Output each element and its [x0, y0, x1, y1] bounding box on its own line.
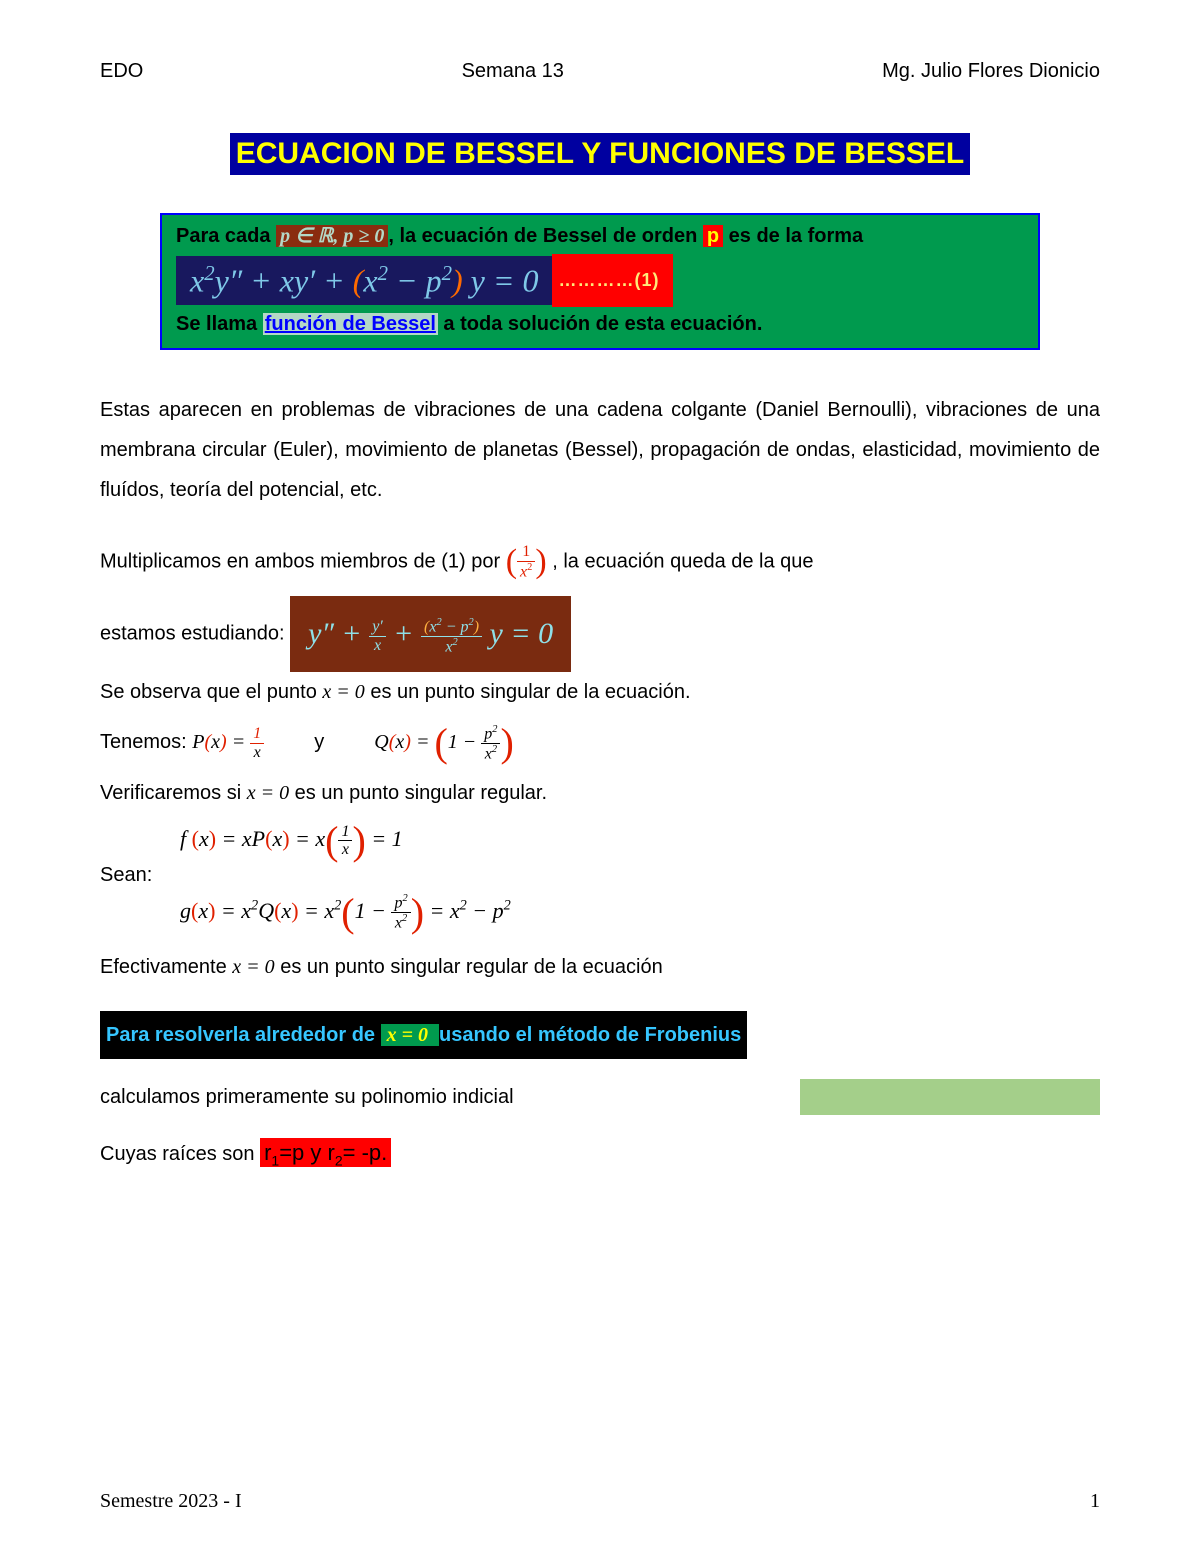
footer-page-number: 1 [1090, 1490, 1100, 1513]
text: Efectivamente [100, 956, 232, 978]
Q-of-x: Q(x) = (1 − p2x2) [374, 731, 514, 753]
indicial-placeholder [800, 1079, 1100, 1115]
text: , la ecuación de Bessel de orden [388, 225, 703, 247]
conclusion-line: Efectivamente x = 0 es un punto singular… [100, 947, 1100, 987]
body-content: Estas aparecen en problemas de vibracion… [100, 390, 1100, 1175]
and-label: y [314, 731, 324, 753]
verify-line: Verificaremos si x = 0 es un punto singu… [100, 773, 1100, 813]
roots-line: Cuyas raíces son r1=p y r2= -p. [100, 1131, 1100, 1175]
footer-left: Semestre 2023 - I [100, 1490, 242, 1513]
text: Tenemos: [100, 731, 192, 753]
indicial-text: calculamos primeramente su polinomio ind… [100, 1077, 514, 1117]
x-equals-0: x = 0 [247, 782, 289, 804]
frac-1-over-x2: (1x2) [506, 528, 547, 596]
indicial-polynomial-row: calculamos primeramente su polinomio ind… [100, 1077, 1100, 1117]
header-left: EDO [100, 60, 143, 83]
x-equals-0: x = 0 [322, 681, 364, 703]
P-of-x: P(x) = 1x [192, 731, 264, 753]
def-line1: Para cada p ∈ ℝ, p ≥ 0, la ecuación de B… [176, 223, 1024, 248]
page-title: ECUACION DE BESSEL Y FUNCIONES DE BESSEL [230, 133, 970, 175]
text: Multiplicamos en ambos miembros de (1) p… [100, 550, 506, 572]
text: estamos estudiando: [100, 622, 290, 644]
page-header: EDO Semana 13 Mg. Julio Flores Dionicio [100, 60, 1100, 83]
text: es un punto singular de la ecuación. [365, 681, 691, 703]
text: , la ecuación queda de la que [552, 550, 813, 572]
p-highlight: p [703, 225, 723, 247]
def-line3: Se llama función de Bessel a toda soluci… [176, 313, 1024, 336]
P-Q-definitions: Tenemos: P(x) = 1x y Q(x) = (1 − p2x2) [100, 722, 1100, 763]
text: Se llama [176, 313, 263, 335]
condition-p: p ∈ ℝ, p ≥ 0 [276, 225, 388, 247]
equation-tag: …………(1) [552, 254, 673, 307]
text: es un punto singular regular. [289, 782, 547, 804]
definition-box: Para cada p ∈ ℝ, p ≥ 0, la ecuación de B… [160, 213, 1040, 350]
frobenius-subheader: Para resolverla alrededor de x = 0 usand… [100, 1011, 747, 1059]
normalized-equation: y″ + y′x + (x2 − p2)x2 y = 0 [290, 596, 571, 672]
sean-label: Sean: [100, 865, 1100, 885]
x-equals-0: x = 0 [232, 956, 274, 978]
text: usando el método de Frobenius [439, 1024, 741, 1046]
bessel-function-term: función de Bessel [263, 313, 438, 335]
text: Para cada [176, 225, 276, 247]
equation-row: x2y″ + xy′ + (x2 − p2) y = 0 …………(1) [176, 254, 1024, 307]
singular-point-line: Se observa que el punto x = 0 es un punt… [100, 672, 1100, 712]
header-right: Mg. Julio Flores Dionicio [882, 60, 1100, 83]
g-definition: g(x) = x2Q(x) = x2(1 − p2x2) = x2 − p2 [180, 889, 1100, 933]
text: Para resolverla alrededor de [106, 1024, 381, 1046]
text: a toda solución de esta ecuación. [438, 313, 763, 335]
text: es un punto singular regular de la ecuac… [275, 956, 663, 978]
f-definition: f (x) = xP(x) = x(1x) = 1 [180, 817, 1100, 861]
text: Verificaremos si [100, 782, 247, 804]
header-center: Semana 13 [462, 60, 564, 83]
studying-line: estamos estudiando: y″ + y′x + (x2 − p2)… [100, 596, 1100, 672]
bessel-equation: x2y″ + xy′ + (x2 − p2) y = 0 [176, 256, 552, 306]
text: Cuyas raíces son [100, 1143, 260, 1165]
multiply-line: Multiplicamos en ambos miembros de (1) p… [100, 528, 1100, 596]
applications-paragraph: Estas aparecen en problemas de vibracion… [100, 390, 1100, 510]
text: Se observa que el punto [100, 681, 322, 703]
page-footer: Semestre 2023 - I 1 [100, 1490, 1100, 1513]
x-equals-0-highlight: x = 0 [381, 1024, 439, 1046]
roots-highlight: r1=p y r2= -p. [260, 1138, 391, 1167]
text: es de la forma [723, 225, 863, 247]
